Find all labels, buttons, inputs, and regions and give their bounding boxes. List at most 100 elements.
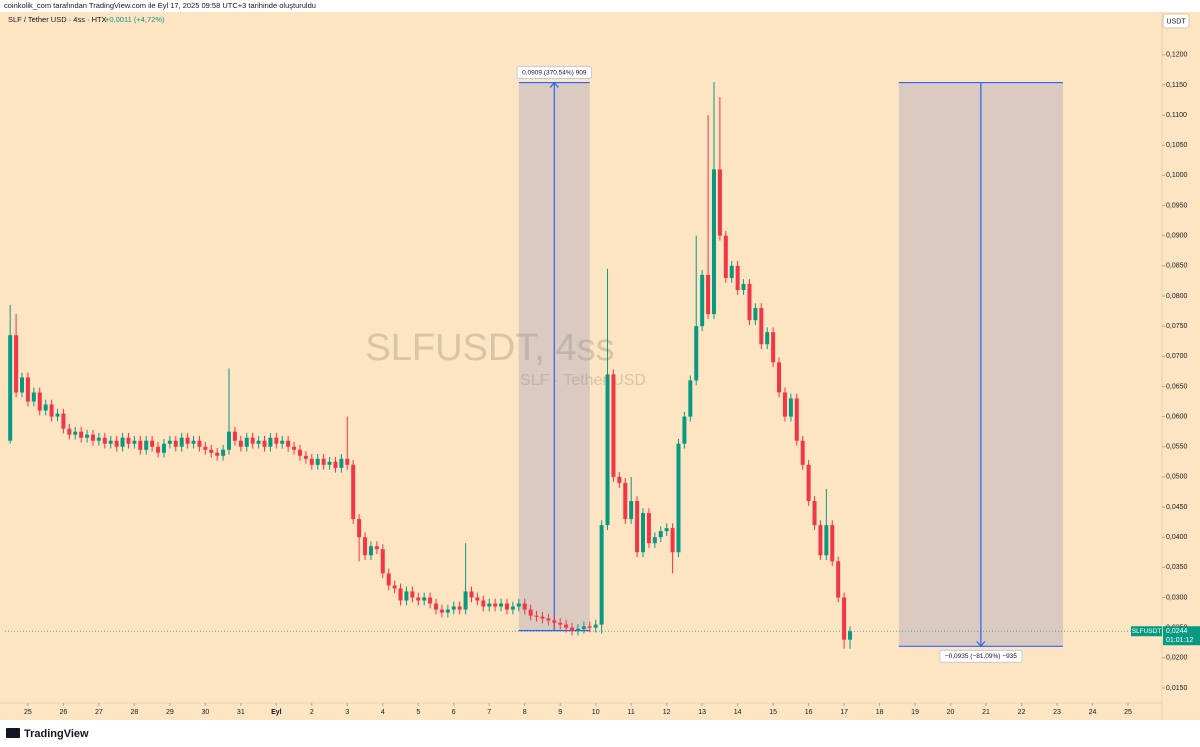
y-tick-label: 0,1200 — [1166, 52, 1188, 59]
candle — [262, 435, 267, 452]
candle — [481, 595, 486, 612]
candle-body — [782, 392, 787, 417]
candle-body — [818, 525, 823, 556]
candle-body — [670, 528, 675, 553]
candle-body — [611, 374, 616, 477]
y-tick-label: 0,1150 — [1166, 82, 1187, 89]
x-tick-label: 19 — [911, 709, 919, 716]
brand: TradingView — [6, 728, 89, 740]
currency-box[interactable] — [1162, 13, 1190, 29]
candle-body — [73, 431, 78, 435]
currency[interactable]: USDT — [1166, 18, 1186, 25]
candle — [475, 592, 480, 606]
candle-body — [90, 434, 95, 441]
candle-body — [20, 377, 25, 393]
candle — [694, 235, 699, 386]
candle — [79, 426, 84, 443]
candle — [292, 441, 297, 455]
x-tick-label: 6 — [452, 709, 456, 716]
y-tick-label: 0,0600 — [1166, 413, 1188, 420]
candle — [221, 444, 226, 461]
candle — [546, 613, 551, 626]
x-tick-label: 11 — [628, 709, 635, 716]
candle — [138, 435, 143, 455]
candle — [587, 621, 592, 633]
candle-body — [575, 628, 580, 631]
candle-body — [777, 362, 782, 393]
x-tick-label: 14 — [734, 709, 742, 716]
candle-body — [848, 631, 853, 640]
candle-body — [788, 398, 793, 417]
candle — [824, 488, 829, 561]
candle-body — [688, 380, 693, 417]
candle-body — [694, 326, 699, 381]
candle-body — [404, 591, 409, 601]
candle-body — [132, 440, 137, 444]
x-tick-label: 15 — [769, 709, 777, 716]
candle-body — [558, 622, 563, 625]
y-tick-label: 0,0550 — [1166, 444, 1188, 451]
x-tick-label: 3 — [345, 709, 349, 716]
candle — [682, 411, 687, 449]
candle — [499, 598, 504, 612]
candle-body — [617, 476, 622, 483]
candle-body — [321, 458, 326, 465]
candle — [540, 611, 545, 624]
candle-body — [605, 374, 610, 526]
candle-body — [457, 606, 462, 610]
candle-body — [416, 597, 421, 601]
x-tick-label: 26 — [60, 709, 68, 716]
candle — [203, 441, 208, 455]
x-tick-label: 25 — [24, 709, 32, 716]
price-tag-symbol-bg — [1131, 626, 1162, 637]
candle-body — [292, 446, 297, 450]
candle — [617, 472, 622, 488]
candle — [297, 444, 302, 461]
x-tick-label: 20 — [947, 709, 955, 716]
candle — [150, 435, 155, 452]
candle-body — [303, 455, 308, 459]
candle-body — [386, 573, 391, 586]
candle — [782, 387, 787, 422]
candle-body — [753, 308, 758, 321]
x-tick-label: 5 — [416, 709, 420, 716]
candle — [812, 496, 817, 530]
candle-body — [215, 452, 220, 456]
candle — [599, 520, 604, 634]
candle — [439, 604, 444, 618]
price-tag-countdown: 01:01:12 — [1166, 637, 1193, 644]
candle — [286, 435, 291, 452]
candle-body — [167, 440, 172, 444]
candle-body — [664, 528, 669, 532]
candle — [244, 432, 249, 452]
y-tick-label: 0,0400 — [1166, 534, 1188, 541]
candle-body — [800, 440, 805, 465]
candle — [581, 621, 586, 634]
x-tick-label: 30 — [201, 709, 209, 716]
candle — [522, 598, 527, 615]
measure: −0,0935 (−81,09%) −935 — [898, 81, 1063, 663]
x-tick-label: 24 — [1089, 709, 1097, 716]
candle — [256, 435, 261, 449]
candle — [676, 438, 681, 558]
x-tick-label: 21 — [982, 709, 990, 716]
candle-body — [646, 513, 651, 544]
x-tick-label: 2 — [310, 709, 314, 716]
candle — [61, 408, 66, 434]
candle — [25, 372, 30, 407]
candle-body — [256, 440, 261, 444]
measure: 0,0909 (370,54%) 909 — [516, 66, 592, 632]
candle-body — [179, 437, 184, 447]
x-tick-label: 8 — [523, 709, 527, 716]
y-tick-label: 0,0300 — [1166, 594, 1188, 601]
candle — [428, 592, 433, 609]
candle-body — [161, 443, 166, 453]
candle-body — [641, 513, 646, 553]
candle-body — [25, 377, 30, 402]
candle — [534, 610, 539, 622]
header-note: coinkolik_com tarafından TradingView.com… — [4, 1, 316, 10]
candle-body — [114, 440, 119, 447]
candle — [132, 435, 137, 449]
candle-body — [487, 603, 492, 607]
